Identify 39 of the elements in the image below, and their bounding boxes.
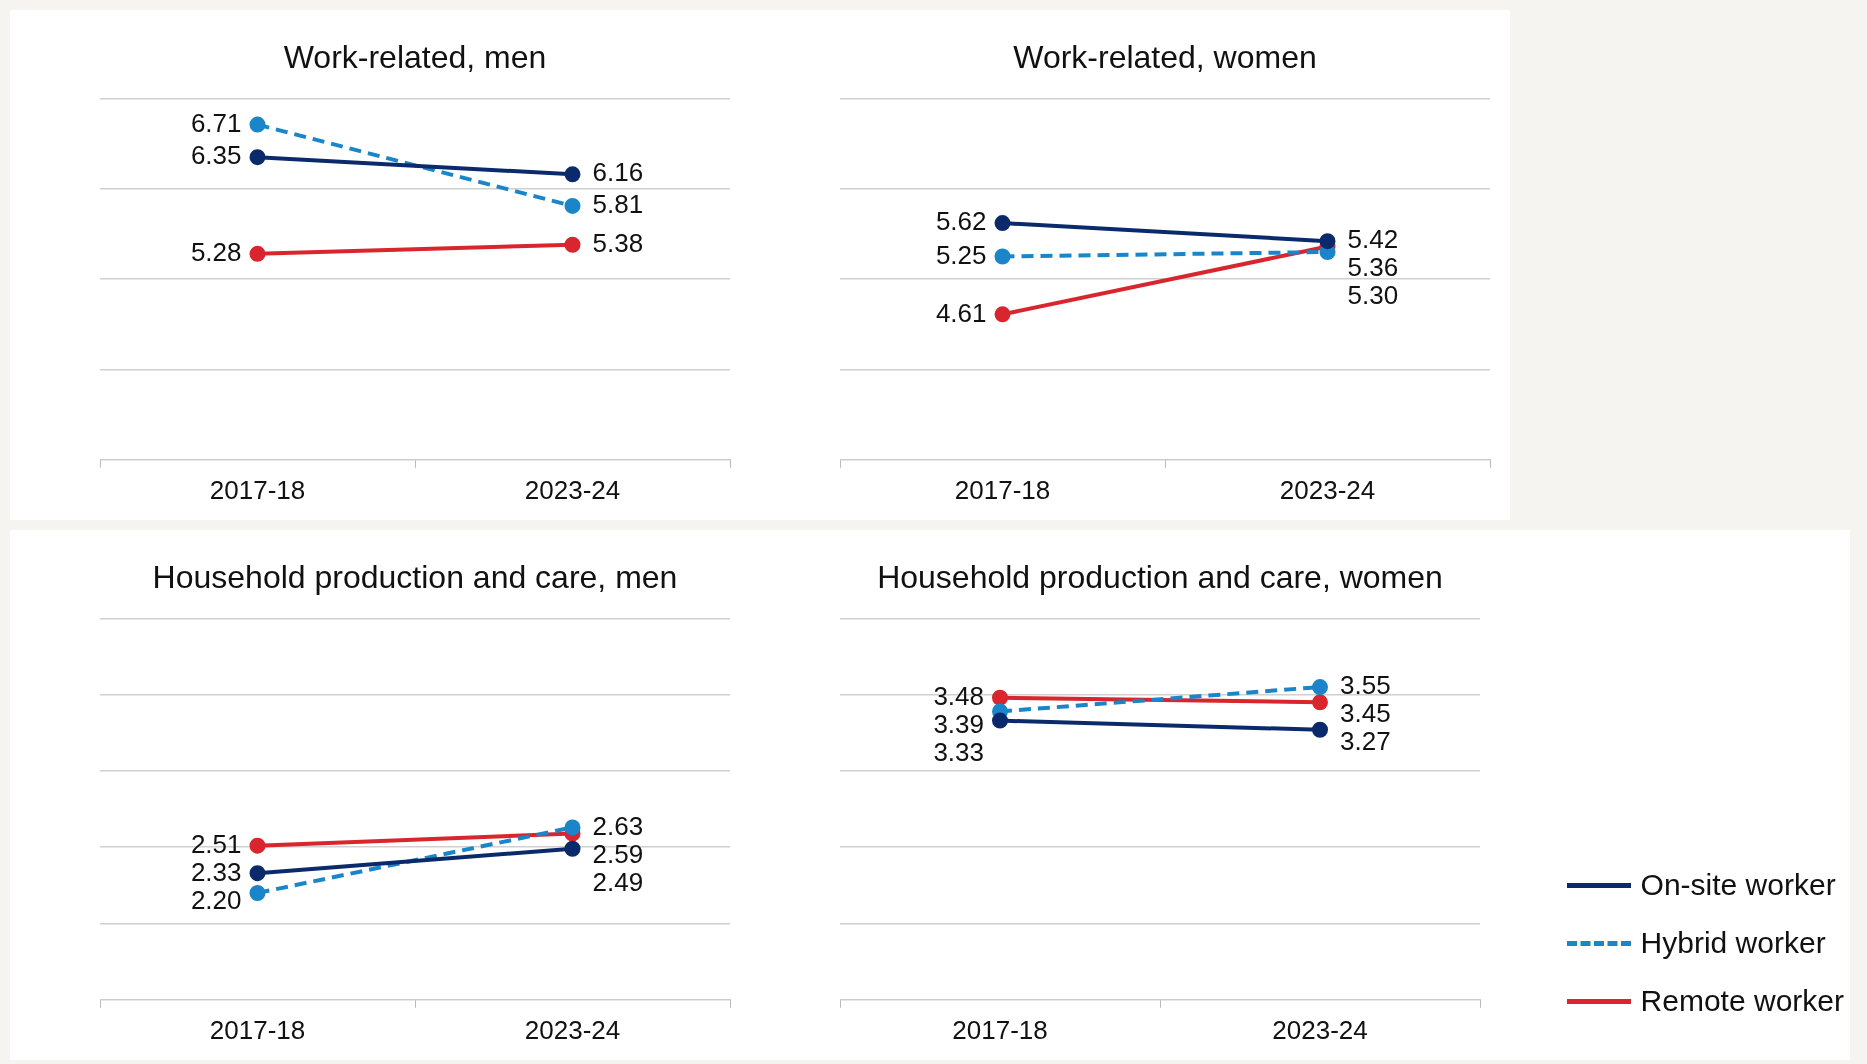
chart-title: Household production and care, men bbox=[152, 559, 678, 596]
data-label: 2.51 bbox=[190, 828, 242, 859]
data-label: 4.61 bbox=[935, 297, 987, 328]
data-label: 5.81 bbox=[592, 189, 644, 220]
chart-title: Work-related, women bbox=[1013, 39, 1317, 76]
data-label: 5.25 bbox=[935, 239, 987, 270]
data-label: 6.16 bbox=[592, 157, 644, 188]
data-label: 2.49 bbox=[592, 866, 644, 897]
legend-label: Remote worker bbox=[1640, 984, 1844, 1018]
data-label: 6.71 bbox=[190, 107, 242, 138]
chart-title: Work-related, men bbox=[283, 39, 547, 76]
data-label: 5.38 bbox=[592, 227, 644, 258]
data-label: 3.45 bbox=[1340, 698, 1391, 729]
data-label: 3.33 bbox=[933, 736, 984, 767]
data-label: 3.27 bbox=[1340, 726, 1391, 757]
data-label: 6.35 bbox=[190, 140, 242, 171]
legend-label: On-site worker bbox=[1640, 868, 1836, 902]
data-label: 2.59 bbox=[592, 838, 644, 869]
x-tick-label: 2017-18 bbox=[952, 1014, 1048, 1045]
data-label: 3.48 bbox=[933, 680, 984, 711]
data-label: 5.28 bbox=[190, 236, 242, 267]
legend-label: Hybrid worker bbox=[1640, 926, 1826, 960]
data-label: 2.63 bbox=[592, 810, 644, 841]
x-tick-label: 2017-18 bbox=[954, 474, 1051, 505]
data-label: 2.33 bbox=[190, 856, 242, 887]
x-tick-label: 2017-18 bbox=[209, 474, 306, 505]
data-label: 3.39 bbox=[933, 708, 984, 739]
chart-title: Household production and care, women bbox=[877, 559, 1443, 596]
x-tick-label: 2017-18 bbox=[209, 1014, 306, 1045]
data-label: 5.62 bbox=[935, 206, 987, 237]
x-tick-label: 2023-24 bbox=[1279, 474, 1376, 505]
data-label: 5.30 bbox=[1347, 280, 1399, 311]
x-tick-label: 2023-24 bbox=[524, 1014, 621, 1045]
x-tick-label: 2023-24 bbox=[524, 474, 621, 505]
x-tick-label: 2023-24 bbox=[1272, 1014, 1368, 1045]
data-label: 3.55 bbox=[1340, 670, 1391, 701]
data-label: 2.20 bbox=[190, 884, 242, 915]
data-label: 5.36 bbox=[1347, 252, 1399, 283]
data-label: 5.42 bbox=[1347, 224, 1399, 255]
